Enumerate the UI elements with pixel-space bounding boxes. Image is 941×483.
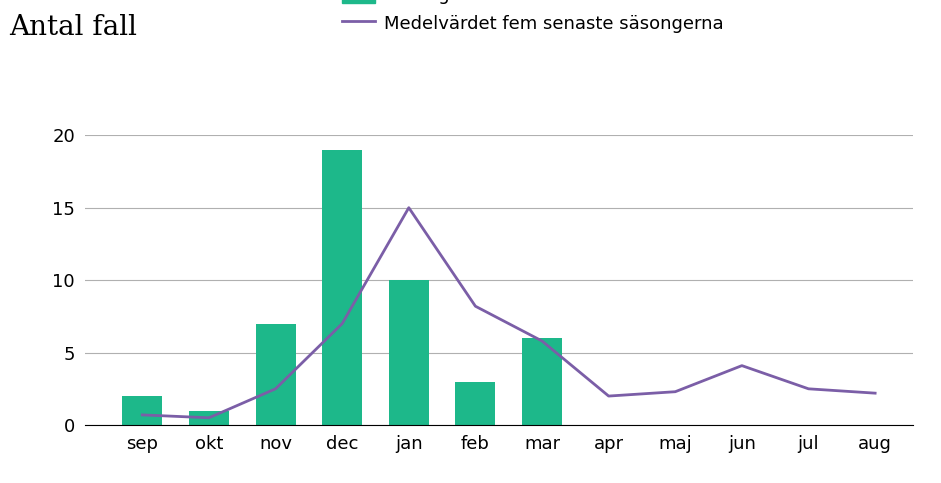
- Text: Antal fall: Antal fall: [9, 14, 137, 42]
- Bar: [389, 280, 429, 425]
- Bar: [122, 396, 162, 425]
- Legend: Säsongen 2023-2024, Medelvärdet fem senaste säsongerna: Säsongen 2023-2024, Medelvärdet fem sena…: [343, 0, 724, 32]
- Bar: [322, 150, 362, 425]
- Bar: [256, 324, 295, 425]
- Bar: [189, 411, 229, 425]
- Bar: [455, 382, 495, 425]
- Bar: [522, 338, 562, 425]
